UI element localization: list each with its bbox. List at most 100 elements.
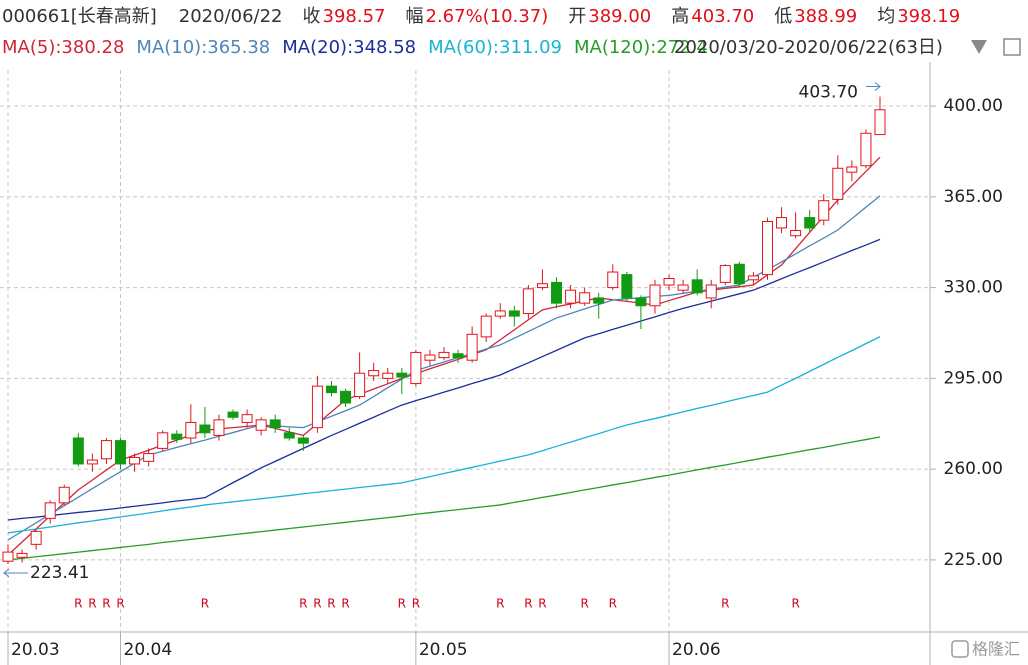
max-arrow-head xyxy=(874,82,881,91)
y-tick-label: 225.00 xyxy=(944,550,1003,570)
candle-body xyxy=(761,220,773,276)
y-tick-label: 260.00 xyxy=(944,459,1003,479)
legend-name: MA(60) xyxy=(428,37,493,58)
max-label: 403.70 xyxy=(799,82,858,102)
candle-body xyxy=(241,414,253,423)
field-value: 398.19 xyxy=(897,6,960,27)
candle-body xyxy=(691,279,703,294)
candle-body xyxy=(804,217,816,229)
candle-body xyxy=(621,274,633,299)
candle-body xyxy=(297,437,309,444)
candle-body xyxy=(663,278,675,286)
legend-separator: : xyxy=(55,37,61,58)
signal-marker: R xyxy=(327,597,335,611)
candle-body xyxy=(396,372,408,378)
min-arrow-head xyxy=(3,568,10,578)
y-tick-label: 330.00 xyxy=(944,278,1003,298)
field-value: 2.67%(10.37) xyxy=(426,6,549,27)
candle-body xyxy=(522,288,534,315)
signal-marker: R xyxy=(791,597,799,611)
signal-marker: R xyxy=(341,597,349,611)
candle-body xyxy=(874,109,886,136)
candle-body xyxy=(340,390,352,404)
field-label: 开 xyxy=(568,6,586,27)
candle-body xyxy=(607,271,619,289)
candle-body xyxy=(72,437,84,465)
y-tick-label: 295.00 xyxy=(944,368,1003,388)
candle-body xyxy=(677,284,689,291)
signal-marker: R xyxy=(88,597,96,611)
candle-body xyxy=(410,351,422,385)
candle-body xyxy=(255,419,267,431)
legend-separator: : xyxy=(493,37,499,58)
field-value: 389.00 xyxy=(588,6,651,27)
candle-body xyxy=(269,419,281,429)
candle-body xyxy=(143,453,155,462)
signal-marker: R xyxy=(299,597,307,611)
candle-body xyxy=(382,372,394,379)
signal-marker: R xyxy=(496,597,504,611)
legend-value: 272.4 xyxy=(656,37,708,58)
dropdown-icon[interactable] xyxy=(971,40,987,54)
signal-marker: R xyxy=(201,597,209,611)
ma-line xyxy=(7,156,881,556)
candle-body xyxy=(2,551,14,562)
min-label: 223.41 xyxy=(30,563,89,583)
y-tick-label: 365.00 xyxy=(944,187,1003,207)
candle-body xyxy=(551,281,563,304)
window-icon[interactable] xyxy=(1003,38,1021,56)
signal-marker: R xyxy=(412,597,420,611)
candle-body xyxy=(86,459,98,465)
signal-marker: R xyxy=(524,597,532,611)
field-value: 398.57 xyxy=(323,6,386,27)
date-range: 2020/03/20-2020/06/22(63日) xyxy=(674,37,943,58)
ma-line xyxy=(7,436,881,561)
candle-body xyxy=(227,411,239,418)
candle-body xyxy=(424,354,436,361)
signal-marker: R xyxy=(74,597,82,611)
field-label: 收 xyxy=(303,6,321,27)
legend-name: MA(5) xyxy=(2,37,55,58)
candle-body xyxy=(354,372,366,398)
candle-body xyxy=(846,166,858,173)
candle-body xyxy=(832,167,844,200)
plot-layer: 000661[长春高新] 2020/06/22 收 398.57 幅 2.67%(10.3… xyxy=(0,6,1020,665)
candle-body xyxy=(579,292,591,304)
signal-marker: R xyxy=(580,597,588,611)
candle-body xyxy=(733,263,745,285)
field-label: 低 xyxy=(774,6,792,27)
candle-body xyxy=(719,265,731,283)
legend-value: 348.58 xyxy=(353,37,416,58)
signal-marker: R xyxy=(116,597,124,611)
watermark-icon xyxy=(951,640,969,658)
quote-date: 2020/06/22 xyxy=(179,6,283,27)
candle-body xyxy=(776,217,788,229)
candle-body xyxy=(115,440,127,465)
legend-name: MA(10) xyxy=(136,37,201,58)
signal-marker: R xyxy=(313,597,321,611)
candle-body xyxy=(129,456,141,465)
stock-code: 000661[长春高新] xyxy=(2,6,157,27)
candle-body xyxy=(508,310,520,317)
x-tick-label: 20.05 xyxy=(419,640,468,660)
legend-separator: : xyxy=(650,37,656,58)
candle-body xyxy=(635,297,647,307)
candle-body xyxy=(16,552,28,558)
signal-marker: R xyxy=(609,597,617,611)
field-label: 高 xyxy=(671,6,689,27)
candle-body xyxy=(368,370,380,377)
legend-separator: : xyxy=(347,37,353,58)
x-tick-label: 20.03 xyxy=(11,640,60,660)
signal-marker: R xyxy=(538,597,546,611)
candle-body xyxy=(790,230,802,237)
x-tick-label: 20.04 xyxy=(124,640,173,660)
candle-body xyxy=(283,432,295,439)
legend-name: MA(120) xyxy=(574,37,650,58)
candle-body xyxy=(705,284,717,299)
candle-body xyxy=(311,385,323,429)
candle-body xyxy=(494,310,506,317)
candle-body xyxy=(325,385,337,394)
legend-value: 311.09 xyxy=(499,37,562,58)
x-tick-label: 20.06 xyxy=(672,640,721,660)
